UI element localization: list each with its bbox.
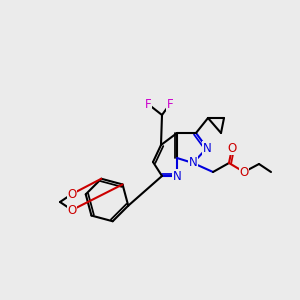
Text: F: F: [145, 98, 151, 110]
Text: O: O: [227, 142, 237, 154]
Text: N: N: [189, 157, 197, 169]
Text: F: F: [167, 98, 173, 110]
Text: O: O: [239, 166, 249, 178]
Text: O: O: [68, 203, 76, 217]
Text: N: N: [172, 169, 182, 182]
Text: O: O: [68, 188, 76, 200]
Text: N: N: [202, 142, 211, 154]
